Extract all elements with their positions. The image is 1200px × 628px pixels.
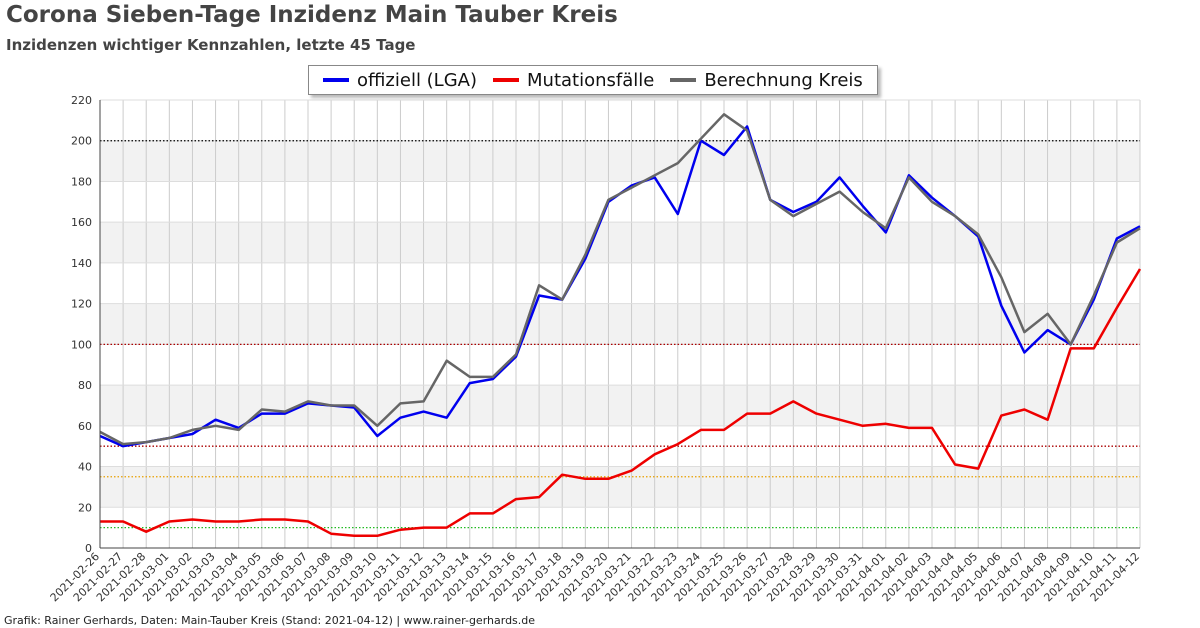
y-tick-label: 220 <box>71 94 92 107</box>
y-tick-label: 40 <box>78 461 92 474</box>
y-tick-label: 0 <box>85 542 92 555</box>
y-tick-label: 60 <box>78 420 92 433</box>
y-tick-label: 100 <box>71 338 92 351</box>
y-tick-label: 80 <box>78 379 92 392</box>
background-band <box>100 222 1140 263</box>
horizontal-grid <box>100 99 1140 549</box>
background-band <box>100 466 1140 508</box>
y-tick-label: 120 <box>71 298 92 311</box>
legend-label-mutationsfaelle: Mutationsfälle <box>527 69 655 91</box>
background-band <box>100 385 1140 426</box>
legend: offiziell (LGA) Mutationsfälle Berechnun… <box>308 65 878 95</box>
background-band <box>100 303 1140 345</box>
y-tick-label: 180 <box>71 175 92 188</box>
chart-subtitle: Inzidenzen wichtiger Kennzahlen, letzte … <box>6 36 416 54</box>
y-tick-label: 140 <box>71 257 92 270</box>
background-band <box>100 140 1140 182</box>
legend-label-offiziell: offiziell (LGA) <box>357 69 477 91</box>
chart-title: Corona Sieben-Tage Inzidenz Main Tauber … <box>6 2 618 28</box>
axes <box>99 100 1140 549</box>
legend-item-berechnung-kreis: Berechnung Kreis <box>670 69 863 91</box>
series-line-1 <box>100 268 1142 538</box>
legend-item-mutationsfaelle: Mutationsfälle <box>493 70 654 91</box>
legend-swatch-berechnung-kreis <box>670 78 697 82</box>
y-tick-label: 200 <box>71 135 92 148</box>
background-bands <box>100 140 1140 508</box>
series-line-2 <box>99 113 1141 446</box>
vertical-grid <box>99 100 1141 548</box>
legend-swatch-mutationsfaelle <box>493 78 519 82</box>
y-tick-labels: 0 20 40 60 80 100 120 140 160 180 200 220 <box>71 94 92 555</box>
data-series <box>99 113 1142 538</box>
x-tick-labels: 2021-02-262021-02-272021-02-282021-03-01… <box>48 550 1142 604</box>
footer-credit: Grafik: Rainer Gerhards, Daten: Main-Tau… <box>4 614 536 627</box>
legend-swatch-offiziell <box>323 78 349 82</box>
legend-item-offiziell: offiziell (LGA) <box>323 70 477 91</box>
y-tick-label: 160 <box>71 216 92 229</box>
legend-label-berechnung-kreis: Berechnung Kreis <box>704 69 863 91</box>
y-tick-label: 20 <box>78 501 92 514</box>
